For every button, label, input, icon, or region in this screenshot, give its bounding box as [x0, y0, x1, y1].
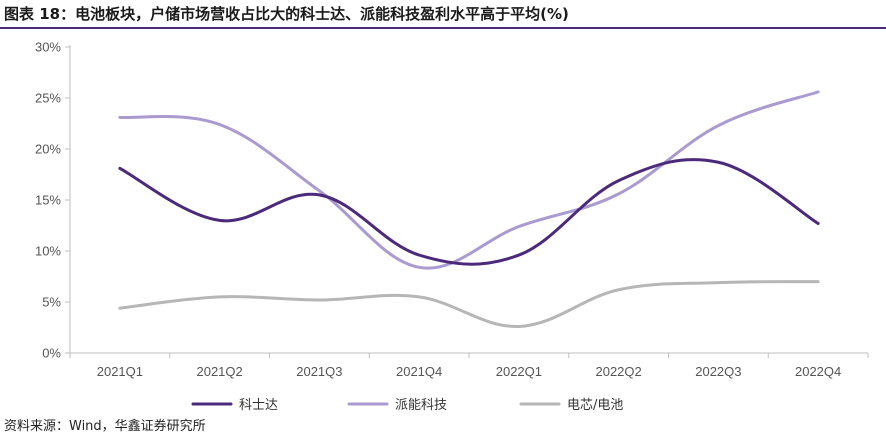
x-tick-label: 2021Q3: [296, 364, 342, 379]
x-tick-label: 2022Q4: [795, 364, 841, 379]
y-tick-label: 0%: [42, 346, 61, 361]
series-line-3: [118, 280, 820, 328]
chart-title: 图表 18：电池板块，户储市场营收占比大的科士达、派能科技盈利水平高于平均(%): [4, 5, 569, 23]
x-tick-label: 2021Q1: [97, 364, 143, 379]
x-tick-label: 2022Q1: [496, 364, 542, 379]
legend-label: 电芯/电池: [567, 398, 623, 413]
series-line-2: [118, 90, 820, 270]
series-layer: [118, 90, 820, 328]
y-tick-label: 10%: [35, 244, 61, 259]
legend-label: 派能科技: [395, 398, 447, 413]
x-tick-label: 2021Q2: [196, 364, 242, 379]
x-tick-label: 2022Q2: [595, 364, 641, 379]
x-tick-label: 2022Q3: [695, 364, 741, 379]
y-tick-label: 30%: [35, 40, 61, 55]
y-tick-label: 25%: [35, 91, 61, 106]
title-divider: [0, 27, 886, 29]
series-line-1: [118, 158, 820, 266]
legend: 科士达 派能科技 电芯/电池: [191, 398, 623, 413]
y-tick-label: 5%: [42, 295, 61, 310]
axis-layer: 0% 5% 10% 15% 20% 25% 30% 2021Q1 2021Q2 2021Q3 202…: [35, 40, 869, 379]
source-note: 资料来源：Wind，华鑫证券研究所: [4, 419, 206, 434]
y-tick-label: 20%: [35, 142, 61, 157]
legend-label: 科士达: [239, 398, 278, 413]
x-tick-label: 2021Q4: [396, 364, 442, 379]
y-tick-label: 15%: [35, 193, 61, 208]
